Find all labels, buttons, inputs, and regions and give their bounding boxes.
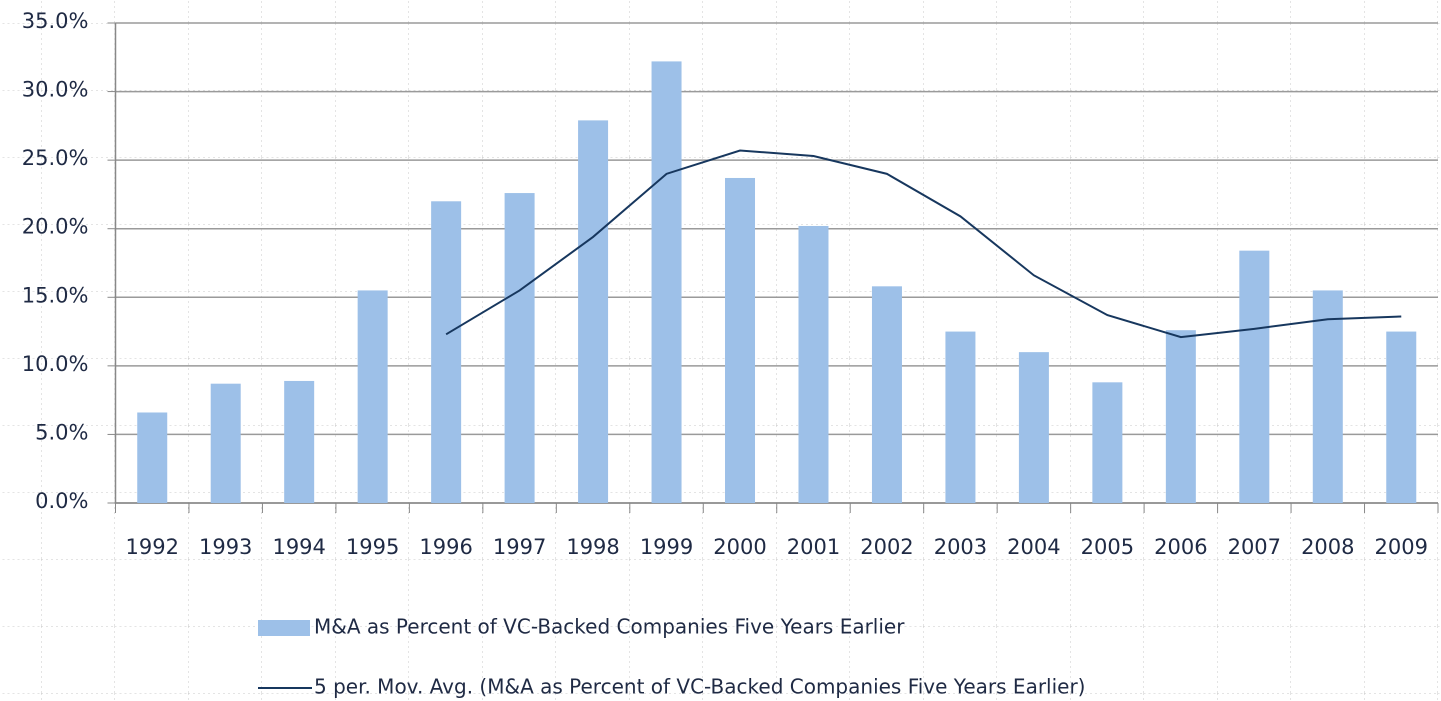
- y-tick-label: 5.0%: [35, 420, 88, 444]
- legend-label: M&A as Percent of VC-Backed Companies Fi…: [314, 615, 905, 639]
- bar: [725, 177, 756, 503]
- bar: [210, 383, 241, 503]
- x-tick-label: 2003: [934, 535, 987, 559]
- x-tick-label: 2002: [860, 535, 913, 559]
- x-tick-label: 2001: [787, 535, 840, 559]
- x-tick-label: 1999: [640, 535, 693, 559]
- bar: [1239, 250, 1270, 503]
- x-tick-label: 1996: [419, 535, 472, 559]
- y-tick-label: 35.0%: [22, 9, 89, 33]
- bar: [431, 201, 462, 504]
- bar: [651, 61, 682, 504]
- bar: [137, 412, 168, 503]
- bar: [357, 290, 388, 503]
- x-tick-label: 2005: [1081, 535, 1134, 559]
- bar: [1165, 330, 1196, 503]
- x-tick-label: 1993: [199, 535, 252, 559]
- y-tick-label: 20.0%: [22, 215, 89, 239]
- x-tick-label: 1992: [126, 535, 179, 559]
- x-tick-label: 1997: [493, 535, 546, 559]
- x-tick-label: 1998: [566, 535, 619, 559]
- bar: [578, 120, 609, 503]
- legend-label: 5 per. Mov. Avg. (M&A as Percent of VC-B…: [314, 675, 1085, 699]
- x-tick-label: 2006: [1154, 535, 1207, 559]
- x-tick-label: 2004: [1007, 535, 1060, 559]
- bar: [871, 286, 902, 503]
- x-tick-label: 1995: [346, 535, 399, 559]
- y-tick-label: 30.0%: [22, 78, 89, 102]
- bar: [1386, 331, 1417, 503]
- bar: [1312, 290, 1343, 503]
- bar: [1092, 382, 1123, 503]
- bar: [284, 380, 315, 503]
- x-tick-label: 2007: [1228, 535, 1281, 559]
- y-tick-label: 25.0%: [22, 146, 89, 170]
- x-tick-label: 2008: [1301, 535, 1354, 559]
- x-tick-label: 2009: [1375, 535, 1428, 559]
- legend-swatch: [258, 620, 310, 636]
- x-tick-label: 1994: [272, 535, 325, 559]
- y-tick-label: 0.0%: [35, 489, 88, 513]
- bar: [504, 193, 535, 504]
- bar: [945, 331, 976, 503]
- y-tick-label: 15.0%: [22, 283, 89, 307]
- bar: [798, 225, 829, 503]
- bar: [1018, 352, 1049, 503]
- y-tick-label: 10.0%: [22, 352, 89, 376]
- line: [445, 149, 1402, 339]
- x-tick-label: 2000: [713, 535, 766, 559]
